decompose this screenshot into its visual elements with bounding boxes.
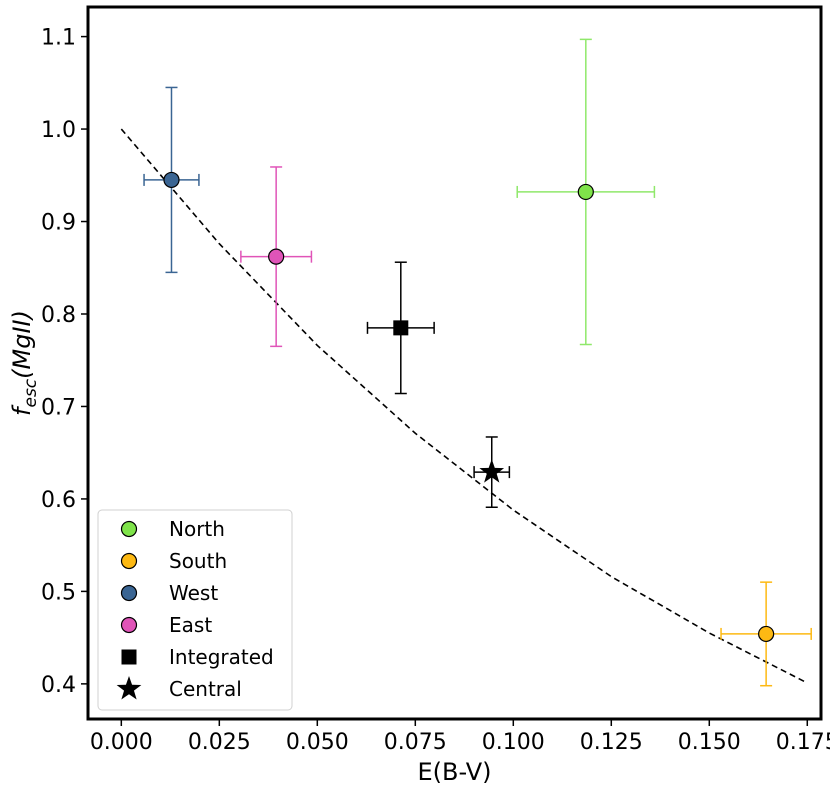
model-curve-layer xyxy=(120,128,808,684)
legend-item-east: East xyxy=(120,613,212,637)
legend-item-south: South xyxy=(120,549,227,573)
data-point-central xyxy=(473,436,511,508)
marker-integrated xyxy=(393,320,409,336)
y-label-species: (MgII) xyxy=(8,310,36,379)
legend-marker-integrated xyxy=(121,649,137,665)
legend-item-north: North xyxy=(120,517,225,541)
data-point-north xyxy=(516,38,656,346)
x-tick-label: 0.000 xyxy=(90,730,153,755)
x-tick-label: 0.050 xyxy=(286,730,349,755)
y-tick-label: 0.4 xyxy=(41,673,76,698)
marker-east xyxy=(268,248,285,265)
y-tick-label: 0.8 xyxy=(41,303,76,328)
y-axis-ticks: 0.4 0.5 0.6 0.7 0.8 0.9 1.0 1.1 xyxy=(41,26,88,698)
legend-item-central: Central xyxy=(116,676,242,701)
x-tick-label: 0.125 xyxy=(580,730,643,755)
legend-label: North xyxy=(169,517,225,541)
y-axis-label: fesc(MgII) xyxy=(8,310,41,416)
plot-frame xyxy=(86,5,823,721)
y-tick-label: 0.7 xyxy=(41,395,76,420)
marker-west xyxy=(163,171,180,189)
y-tick-label: 1.0 xyxy=(41,118,76,143)
marker-south xyxy=(758,625,775,643)
y-tick-label: 1.1 xyxy=(41,26,76,51)
x-tick-label: 0.100 xyxy=(482,730,545,755)
data-point-west xyxy=(143,86,200,274)
data-point-east xyxy=(240,166,313,348)
data-point-south xyxy=(720,581,812,687)
x-axis-ticks: 0.000 0.025 0.050 0.075 0.100 0.125 0.150 0.175 xyxy=(90,719,830,755)
legend-item-west: West xyxy=(120,581,218,605)
model-curve xyxy=(120,128,808,684)
legend-marker-central xyxy=(116,676,142,700)
marker-central xyxy=(479,459,505,483)
data-points-layer xyxy=(143,38,812,687)
x-tick-label: 0.150 xyxy=(678,730,741,755)
legend-marker-west xyxy=(120,584,138,602)
legend-label: South xyxy=(169,549,227,573)
y-label-subscript: esc xyxy=(21,378,41,407)
legend: North South West East Integrated Central xyxy=(97,509,293,711)
data-point-integrated xyxy=(366,261,435,395)
y-tick-label: 0.6 xyxy=(41,488,76,513)
legend-marker-north xyxy=(120,520,138,538)
legend-marker-east xyxy=(120,616,138,634)
marker-north xyxy=(577,183,594,201)
legend-label: East xyxy=(169,613,212,637)
legend-label: West xyxy=(169,581,218,605)
y-tick-label: 0.9 xyxy=(41,211,76,236)
legend-label: Central xyxy=(169,677,242,701)
x-tick-label: 0.175 xyxy=(776,730,830,755)
x-tick-label: 0.025 xyxy=(188,730,251,755)
y-tick-label: 0.5 xyxy=(41,580,76,605)
x-axis-label: E(B-V) xyxy=(417,758,491,786)
legend-box xyxy=(97,509,293,711)
x-tick-label: 0.075 xyxy=(384,730,447,755)
legend-marker-south xyxy=(120,552,138,570)
legend-item-integrated: Integrated xyxy=(121,645,274,669)
legend-label: Integrated xyxy=(169,645,274,669)
